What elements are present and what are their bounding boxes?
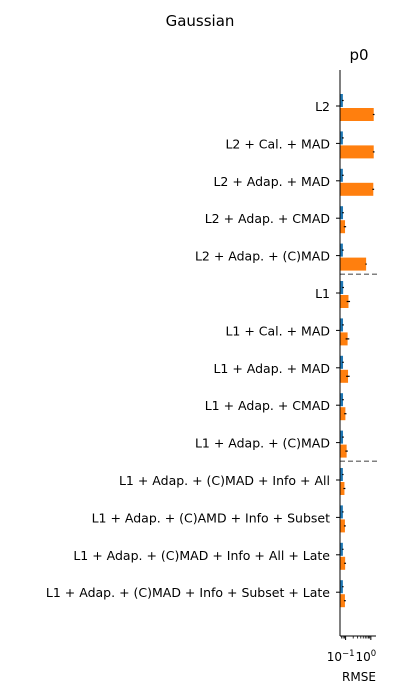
bar-s0-11	[340, 505, 343, 519]
bar-s0-0	[340, 94, 343, 107]
bar-s1-10	[340, 482, 345, 495]
bar-s1-9	[340, 444, 347, 458]
y-tick-label-11: L1 + Adap. + (C)AMD + Info + Subset	[92, 510, 331, 525]
y-tick-label-10: L1 + Adap. + (C)MAD + Info + All	[119, 473, 330, 488]
bar-s0-3	[340, 206, 344, 220]
bar-s0-4	[340, 243, 343, 257]
bar-s0-1	[340, 131, 343, 145]
y-tick-label-13: L1 + Adap. + (C)MAD + Info + Subset + La…	[46, 585, 330, 600]
y-tick-label-6: L1 + Cal. + MAD	[225, 323, 330, 338]
bar-s0-12	[340, 542, 343, 556]
bar-s1-4	[340, 257, 367, 271]
bar-s1-5	[340, 295, 349, 308]
bar-s1-12	[340, 556, 346, 570]
bar-s1-6	[340, 332, 348, 346]
bar-s0-2	[340, 168, 343, 182]
bar-s0-5	[340, 281, 344, 294]
bar-s0-9	[340, 430, 344, 444]
bar-s1-11	[340, 519, 345, 533]
y-tick-label-8: L1 + Adap. + CMAD	[205, 398, 330, 413]
x-axis-label: RMSE	[342, 670, 376, 684]
bar-s0-13	[340, 580, 343, 594]
figure-suptitle: Gaussian	[165, 12, 235, 30]
y-tick-label-12: L1 + Adap. + (C)MAD + Info + All + Late	[73, 548, 330, 563]
bar-s0-7	[340, 355, 344, 369]
bar-s1-7	[340, 369, 349, 383]
y-tick-label-0: L2	[315, 99, 330, 114]
y-tick-label-4: L2 + Adap. + (C)MAD	[195, 249, 330, 264]
subplot-title: p0	[349, 46, 369, 64]
y-tick-label-5: L1	[315, 286, 330, 301]
bar-s1-13	[340, 594, 345, 608]
bar-s1-2	[340, 182, 374, 196]
y-tick-label-9: L1 + Adap. + (C)MAD	[195, 436, 330, 451]
bar-s0-10	[340, 468, 343, 481]
bar-s1-8	[340, 407, 346, 421]
bar-s0-8	[340, 393, 344, 407]
x-tick-label-0: 10−1	[327, 649, 355, 664]
y-tick-label-7: L1 + Adap. + MAD	[213, 361, 330, 376]
y-tick-label-3: L2 + Adap. + CMAD	[205, 211, 330, 226]
bar-s1-0	[340, 108, 374, 121]
bar-s1-1	[340, 145, 374, 159]
bar-s0-6	[340, 318, 344, 332]
x-tick-label-1: 100	[355, 649, 376, 664]
y-tick-label-1: L2 + Cal. + MAD	[225, 136, 330, 151]
y-tick-label-2: L2 + Adap. + MAD	[213, 174, 330, 189]
bar-s1-3	[340, 220, 346, 234]
